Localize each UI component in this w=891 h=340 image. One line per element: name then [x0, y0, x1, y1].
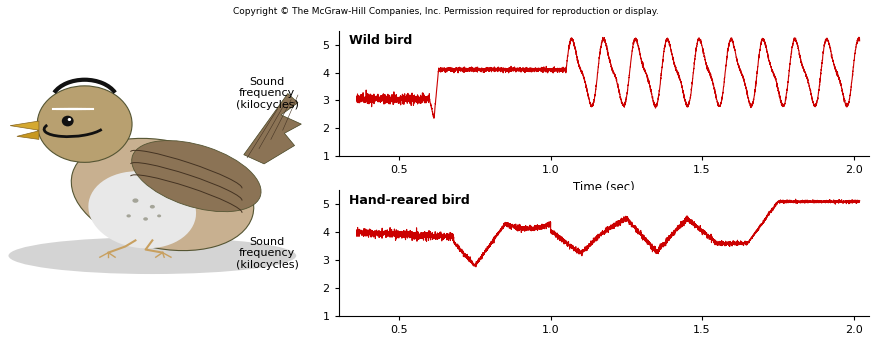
Ellipse shape — [71, 138, 254, 251]
Ellipse shape — [127, 214, 131, 218]
Text: Wild bird: Wild bird — [349, 34, 413, 47]
Ellipse shape — [9, 237, 296, 274]
Text: Hand-reared bird: Hand-reared bird — [349, 194, 470, 207]
Ellipse shape — [88, 171, 196, 249]
Polygon shape — [17, 131, 39, 139]
Polygon shape — [244, 94, 301, 164]
Ellipse shape — [143, 217, 148, 221]
Polygon shape — [10, 121, 39, 130]
Ellipse shape — [132, 140, 261, 212]
Text: Sound
frequency
(kilocycles): Sound frequency (kilocycles) — [235, 237, 298, 270]
Ellipse shape — [157, 215, 161, 217]
Ellipse shape — [37, 86, 132, 163]
Text: Sound
frequency
(kilocycles): Sound frequency (kilocycles) — [235, 77, 298, 110]
Text: Copyright © The McGraw-Hill Companies, Inc. Permission required for reproduction: Copyright © The McGraw-Hill Companies, I… — [233, 7, 658, 16]
Ellipse shape — [150, 205, 155, 208]
Ellipse shape — [133, 199, 138, 203]
X-axis label: Time (sec): Time (sec) — [573, 181, 634, 194]
Ellipse shape — [68, 118, 71, 121]
Ellipse shape — [61, 116, 74, 126]
